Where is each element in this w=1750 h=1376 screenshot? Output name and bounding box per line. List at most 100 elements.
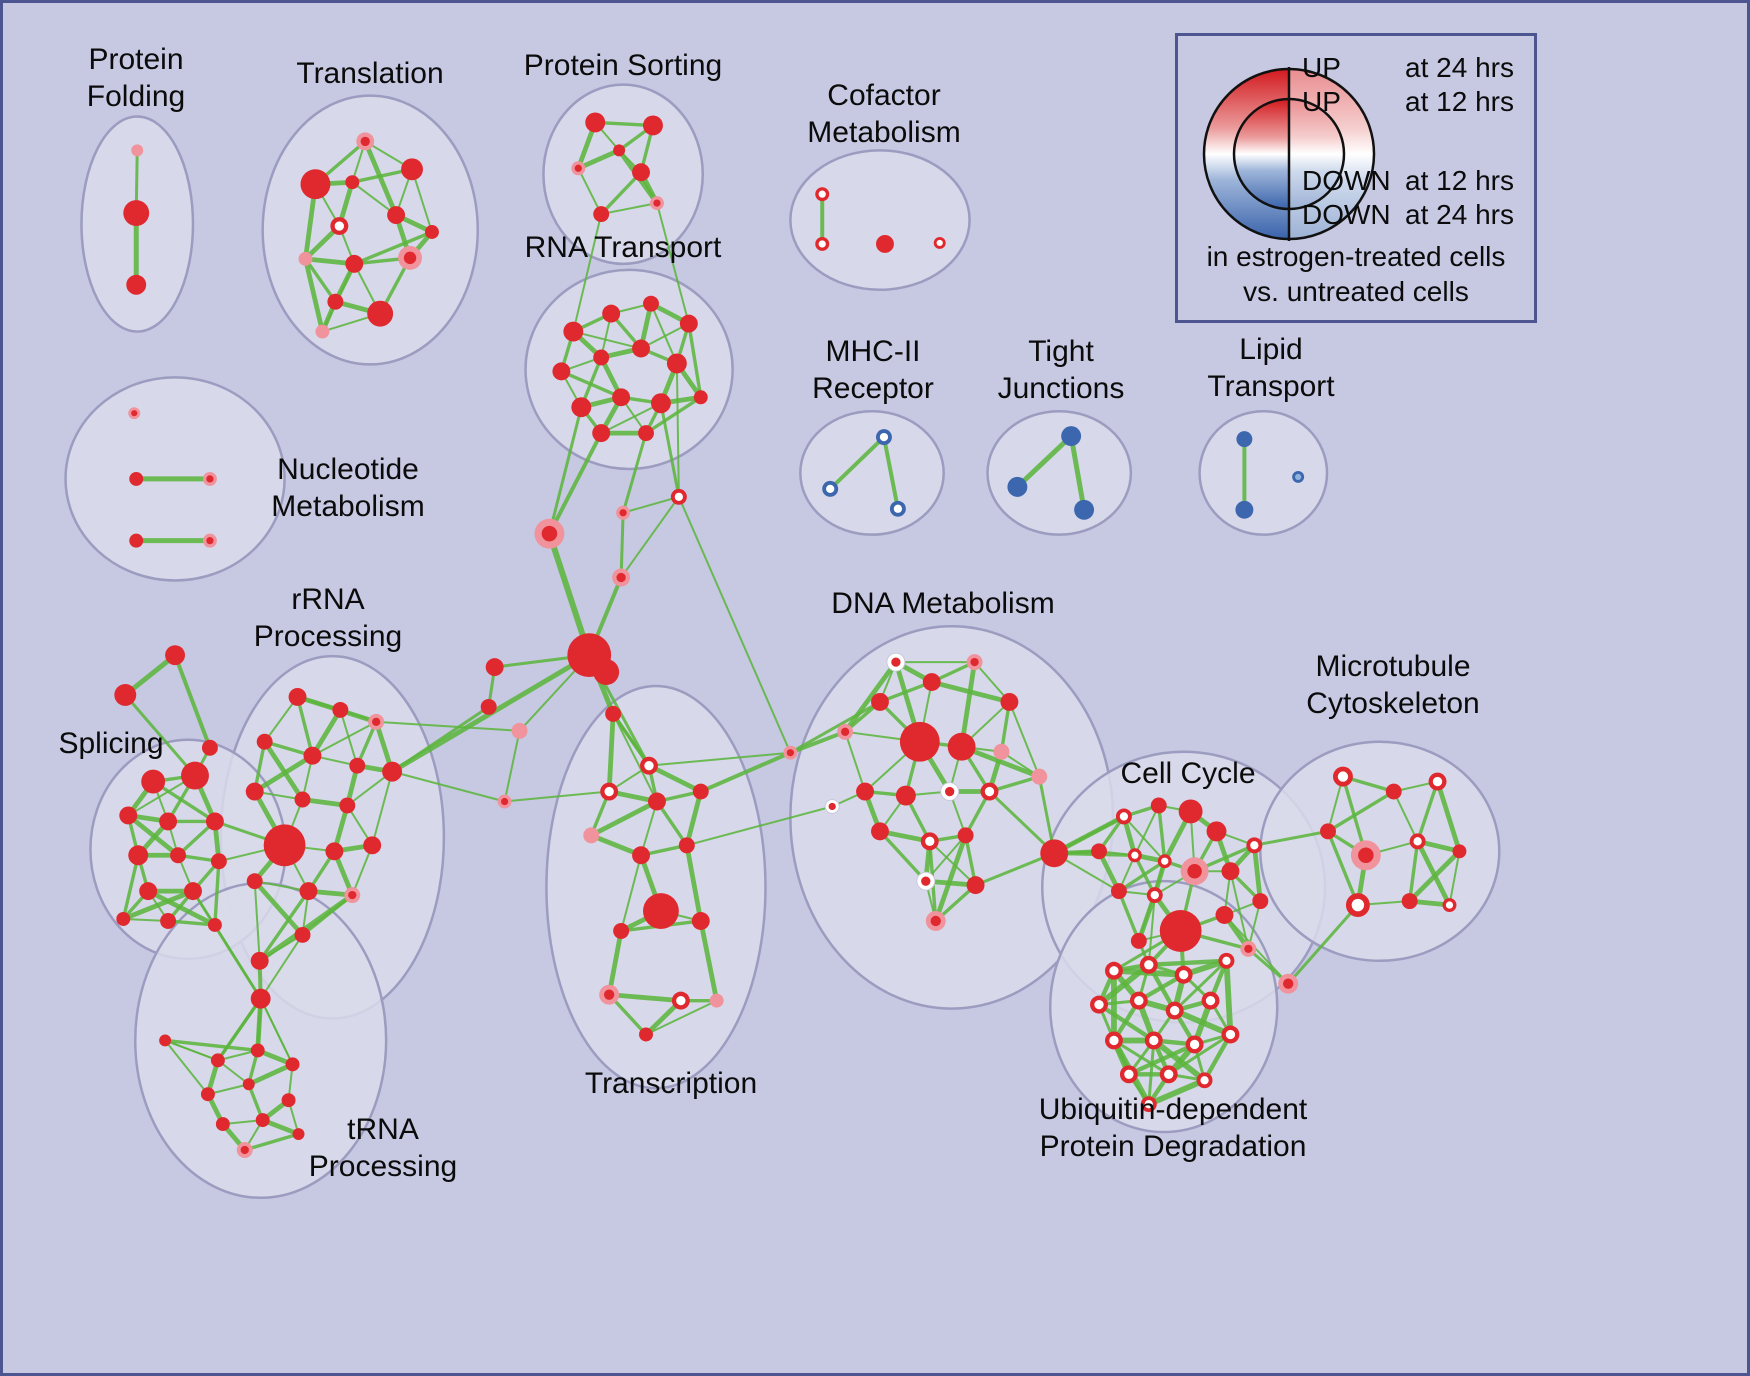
network-edge	[620, 495, 680, 579]
network-node-translation	[387, 206, 406, 225]
network-edge	[1171, 1007, 1234, 1038]
network-edge	[1392, 790, 1419, 843]
network-node-microtubule-cytoskeleton-core	[1337, 771, 1349, 782]
network-edge	[599, 170, 643, 216]
network-edge	[620, 854, 643, 932]
network-edge	[123, 693, 197, 778]
network-edge	[164, 1039, 209, 1096]
network-node-nucleotide-metabolism-core	[131, 410, 138, 417]
legend-caption-line1: in estrogen-treated cells	[1206, 241, 1506, 272]
network-edge	[1096, 961, 1152, 1008]
network-edge	[685, 805, 834, 847]
network-node-protein-sorting-core	[574, 164, 582, 172]
network-edge	[1173, 959, 1228, 1013]
network-node-rna-transport	[571, 397, 592, 418]
network-node-core	[616, 572, 626, 583]
network-node-rna-transport	[643, 295, 659, 312]
legend-box: UP at 24 hrs UP at 12 hrs DOWN at 12 hrs…	[1175, 33, 1537, 323]
network-edge	[253, 880, 261, 962]
network-node-microtubule-cytoskeleton	[1401, 893, 1418, 910]
network-edge	[881, 435, 900, 511]
legend-down12-label: DOWN	[1302, 165, 1391, 196]
network-node-rna-transport	[563, 321, 584, 342]
network-node-splicing	[141, 769, 166, 794]
network-edge	[371, 770, 394, 847]
network-node-trna-processing-core	[240, 1145, 249, 1155]
network-edge	[619, 511, 625, 579]
network-node-trna-processing	[285, 1057, 300, 1072]
network-node-translation-core	[403, 251, 417, 265]
network-edge	[622, 495, 680, 514]
network-edge	[391, 770, 506, 803]
network-edge	[303, 257, 338, 304]
network-node-cell-cycle-core	[1119, 812, 1129, 821]
cluster-ellipse-cofactor-metabolism	[789, 149, 971, 291]
network-edge	[262, 739, 305, 802]
network-node-trna-processing	[250, 988, 271, 1009]
network-node-splicing	[139, 882, 158, 901]
network-node-rrna-processing-core	[372, 717, 381, 726]
network-edge	[352, 230, 434, 266]
network-node-rrna-processing	[250, 951, 269, 970]
network-edge	[1229, 870, 1250, 950]
network-edge	[252, 753, 315, 794]
network-node-rrna-processing	[339, 797, 356, 814]
network-node-dna-metabolism	[899, 721, 940, 762]
network-node-mhc-ii-receptor-core	[893, 504, 903, 513]
cluster-ellipse-lipid-transport	[1198, 409, 1329, 536]
network-node-nucleotide-metabolism-core	[206, 537, 214, 545]
network-node-transcription-core	[603, 989, 615, 1000]
network-edge	[375, 720, 521, 732]
network-edge	[213, 859, 221, 927]
network-node-transcription-core	[644, 761, 654, 771]
network-edge	[828, 435, 886, 491]
network-edge	[164, 1039, 219, 1062]
network-node-tight-junctions	[1007, 476, 1028, 497]
network-node-cell-cycle	[1159, 910, 1202, 952]
network-edge	[121, 853, 140, 921]
network-node-cofactor-metabolism-core	[818, 240, 826, 248]
network-edge	[258, 889, 311, 963]
network-node-microtubule-cytoskeleton	[1452, 844, 1467, 859]
network-node-protein-sorting-core	[653, 199, 661, 207]
network-edge	[1147, 1038, 1156, 1106]
network-node-rna-transport	[632, 339, 650, 358]
network-node-rrna-processing	[382, 761, 403, 782]
legend-updown-dial	[1202, 67, 1376, 241]
network-node-cell-cycle	[1091, 843, 1107, 860]
network-node-rrna-processing-core	[348, 890, 357, 900]
legend-faded-half	[1289, 69, 1374, 239]
network-node-nucleotide-metabolism	[129, 471, 144, 486]
network-node-translation	[327, 293, 344, 310]
network-node-rrna-processing	[325, 842, 344, 861]
network-node-cell-cycle	[1215, 906, 1234, 924]
network-node-rrna-processing	[263, 824, 306, 867]
network-edge	[1145, 1077, 1208, 1108]
network-node-protein-sorting	[593, 206, 610, 223]
network-edge	[687, 321, 703, 399]
network-node-ubiquitin-degradation-core	[1124, 1069, 1134, 1079]
network-edge	[1126, 1042, 1197, 1077]
legend-up24-time: at 24 hrs	[1405, 52, 1514, 83]
network-node-rna-transport	[693, 390, 708, 405]
network-edge	[1122, 815, 1166, 863]
network-node-cell-cycle	[1221, 862, 1240, 881]
network-node-dna-metabolism-core	[945, 786, 955, 797]
legend-up24-label: UP	[1302, 52, 1341, 83]
network-edge	[577, 167, 603, 216]
legend-up12-time: at 12 hrs	[1405, 86, 1514, 117]
network-node-protein-sorting	[585, 112, 606, 133]
network-node-cell-cycle-core	[1150, 890, 1159, 900]
network-node-splicing	[128, 845, 149, 866]
network-node-rrna-processing	[294, 926, 311, 943]
network-edge	[1448, 850, 1461, 907]
network-node-core	[541, 525, 558, 542]
network-node-splicing	[205, 812, 224, 831]
network-node-dna-metabolism	[895, 785, 916, 806]
network-node-ubiquitin-degradation-core	[1164, 1069, 1174, 1079]
network-edge	[1146, 958, 1229, 967]
network-node-ubiquitin-degradation-core	[1109, 966, 1119, 976]
network-node-protein-sorting	[643, 115, 663, 136]
network-node-core	[828, 802, 836, 811]
network-node-translation	[424, 225, 439, 239]
